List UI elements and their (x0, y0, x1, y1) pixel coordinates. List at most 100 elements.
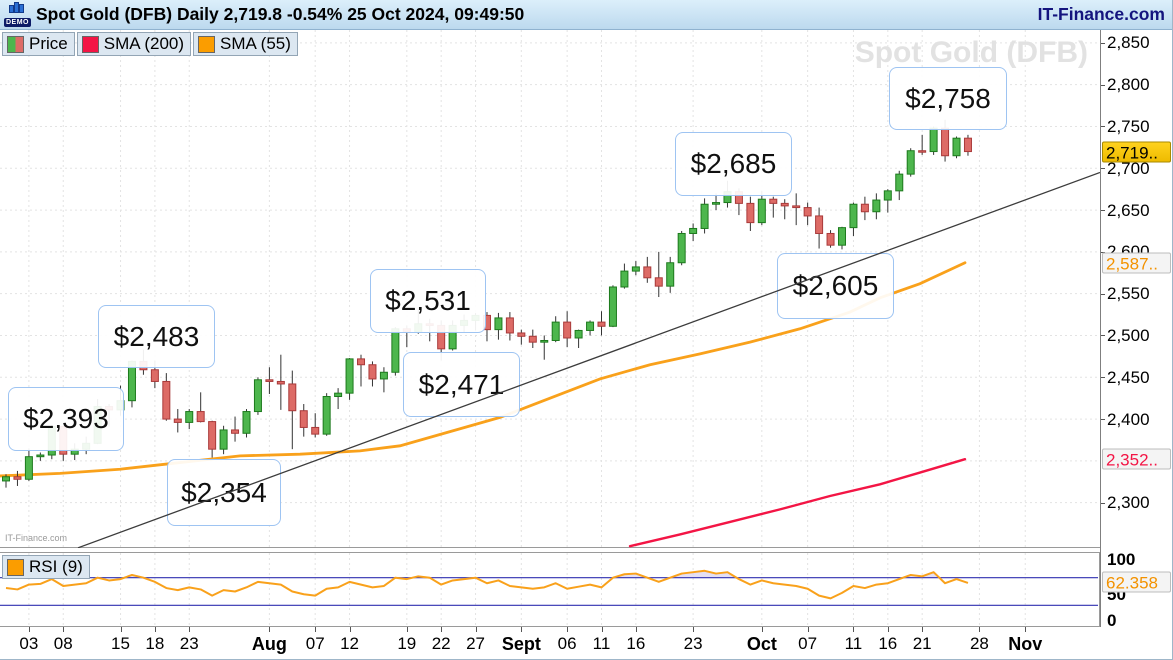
time-axis-tick (120, 627, 122, 632)
price-callout: $2,393 (8, 387, 124, 451)
time-axis-tick (693, 627, 695, 632)
time-axis-tick (189, 627, 191, 632)
time-axis-label-month: Sept (501, 634, 541, 654)
price-callout: $2,531 (370, 269, 486, 333)
time-axis-tick (154, 627, 156, 632)
time-axis-label: 27 (466, 634, 485, 653)
time-axis-label: 11 (592, 634, 611, 653)
time-axis-tick (63, 627, 65, 632)
price-tag-2352: 2,352.. (1102, 448, 1171, 470)
price-axis-label: 2,650 (1107, 200, 1150, 220)
price-axis-label: 2,800 (1107, 75, 1150, 95)
price-axis-tick (1101, 377, 1105, 379)
time-axis-tick (807, 627, 809, 632)
rsi-legend-row: RSI (9) (2, 555, 92, 579)
chart-title: Spot Gold (DFB) Daily 2,719.8 -0.54% 25 … (36, 4, 525, 24)
time-axis-label: 18 (145, 634, 165, 653)
credit-text: IT-Finance.com (5, 533, 68, 543)
price-axis-tick (1101, 42, 1105, 44)
time-axis-tick (922, 627, 924, 632)
rsi-indicator-panel[interactable]: RSI (9) (0, 552, 1100, 627)
time-axis-label-month: Nov (1008, 634, 1043, 654)
time-axis-tick (979, 627, 981, 632)
time-axis-label: 23 (179, 634, 199, 653)
rsi-value-tag: 62.358 (1102, 571, 1171, 593)
chart-watermark: Spot Gold (DFB) (854, 36, 1088, 69)
time-axis-label: 16 (878, 634, 898, 653)
demo-badge: DEMO (4, 2, 31, 27)
time-axis-label: 16 (626, 634, 646, 653)
price-callout: $2,471 (403, 352, 520, 417)
price-axis-tick (1101, 502, 1105, 504)
time-axis-tick (315, 627, 317, 632)
price-callout: $2,483 (98, 305, 215, 368)
time-axis-tick (635, 627, 637, 632)
time-axis-tick (441, 627, 443, 632)
time-axis-label: 15 (111, 634, 130, 653)
legend-chip-rsi-9[interactable]: RSI (9) (2, 555, 90, 579)
time-axis-label: 23 (683, 634, 703, 653)
price-callout: $2,685 (675, 132, 792, 196)
time-axis-label: 21 (912, 634, 932, 653)
legend-chip-price-swatch (7, 35, 24, 53)
time-axis-tick (853, 627, 855, 632)
price-axis-gutter[interactable]: 2,8502,8002,7502,7002,6502,6002,5502,500… (1100, 30, 1172, 630)
legend-chip-price-label: Price (29, 34, 68, 53)
price-axis-tick (1101, 210, 1105, 212)
time-axis-label: 12 (340, 634, 360, 653)
time-axis-tick (28, 627, 30, 632)
price-callout: $2,605 (777, 253, 894, 319)
time-axis-label: 08 (53, 634, 73, 653)
price-axis-tick (1101, 126, 1105, 128)
rsi-chart-svg[interactable] (0, 553, 1098, 626)
time-axis-tick (269, 627, 271, 632)
time-axis-label: 07 (305, 634, 325, 653)
time-axis[interactable]: 03 08 15 18 23 Aug 07 12 19 22 27 Sept 06 11 16 23 Oct 07… (0, 627, 1100, 659)
time-axis-tick (1025, 627, 1027, 632)
price-axis-tick (1101, 84, 1105, 86)
price-axis-tick (1101, 419, 1105, 421)
time-axis-tick (567, 627, 569, 632)
time-axis-tick (349, 627, 351, 632)
time-axis-label-month: Aug (251, 634, 287, 654)
price-axis-tick (1101, 168, 1105, 170)
time-axis-tick (887, 627, 889, 632)
demo-badge-label: DEMO (4, 18, 31, 27)
price-chart-panel[interactable]: Spot Gold (DFB) Price SMA (200) SMA (55) $… (0, 30, 1100, 548)
time-axis-label: 28 (969, 634, 989, 653)
time-axis-tick (475, 627, 477, 632)
mini-candlestick-icon (9, 2, 25, 13)
header-bar: DEMO Spot Gold (DFB) Daily 2,719.8 -0.54… (0, 0, 1172, 30)
price-tag-2719: 2,719.. (1102, 141, 1171, 163)
time-axis-label: 06 (557, 634, 577, 653)
legend-chip-sma-200[interactable]: SMA (200) (76, 32, 192, 56)
legend-chip-price[interactable]: Price (2, 32, 75, 56)
time-axis-tick (406, 627, 408, 632)
time-axis-label-month: Oct (746, 634, 777, 654)
legend-chip-rsi-9-swatch (7, 558, 24, 576)
time-axis-tick (521, 627, 523, 632)
rsi-axis-label: 100 (1107, 550, 1136, 569)
price-axis-label: 2,850 (1107, 33, 1150, 53)
time-axis-label: 03 (19, 634, 39, 653)
time-axis-tick (761, 627, 763, 632)
rsi-axis-label: 0 (1107, 611, 1117, 630)
price-axis-label: 2,300 (1107, 493, 1150, 513)
legend-chip-sma-200-swatch (81, 35, 99, 53)
legend-chip-sma-55-label: SMA (55) (220, 34, 291, 53)
legend-chip-sma-55-swatch (198, 35, 216, 53)
price-axis-label: 2,550 (1107, 284, 1150, 304)
time-axis-tick (601, 627, 603, 632)
legend-chip-sma-55[interactable]: SMA (55) (193, 32, 298, 56)
price-axis-label: 2,400 (1107, 409, 1150, 429)
price-axis-label: 2,750 (1107, 116, 1150, 136)
price-axis-label: 2,500 (1107, 325, 1150, 345)
price-tag-2587: 2,587.. (1102, 252, 1171, 274)
brand-link[interactable]: IT-Finance.com (1037, 4, 1165, 24)
price-axis-label: 2,450 (1107, 367, 1150, 387)
price-callout: $2,758 (889, 67, 1007, 130)
legend-chip-sma-200-label: SMA (200) (103, 34, 185, 53)
time-axis-label: 11 (844, 634, 863, 653)
time-axis-label: 19 (397, 634, 417, 653)
